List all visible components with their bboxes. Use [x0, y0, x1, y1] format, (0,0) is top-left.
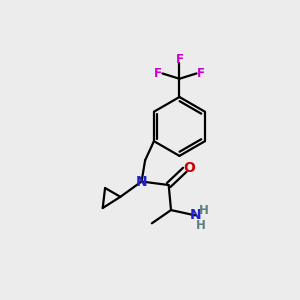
Text: F: F [176, 53, 183, 66]
Text: F: F [197, 67, 205, 80]
Text: N: N [189, 208, 201, 222]
Text: O: O [183, 161, 195, 175]
Text: N: N [136, 175, 147, 188]
Text: F: F [154, 67, 162, 80]
Text: H: H [196, 219, 206, 232]
Text: H: H [199, 204, 208, 217]
